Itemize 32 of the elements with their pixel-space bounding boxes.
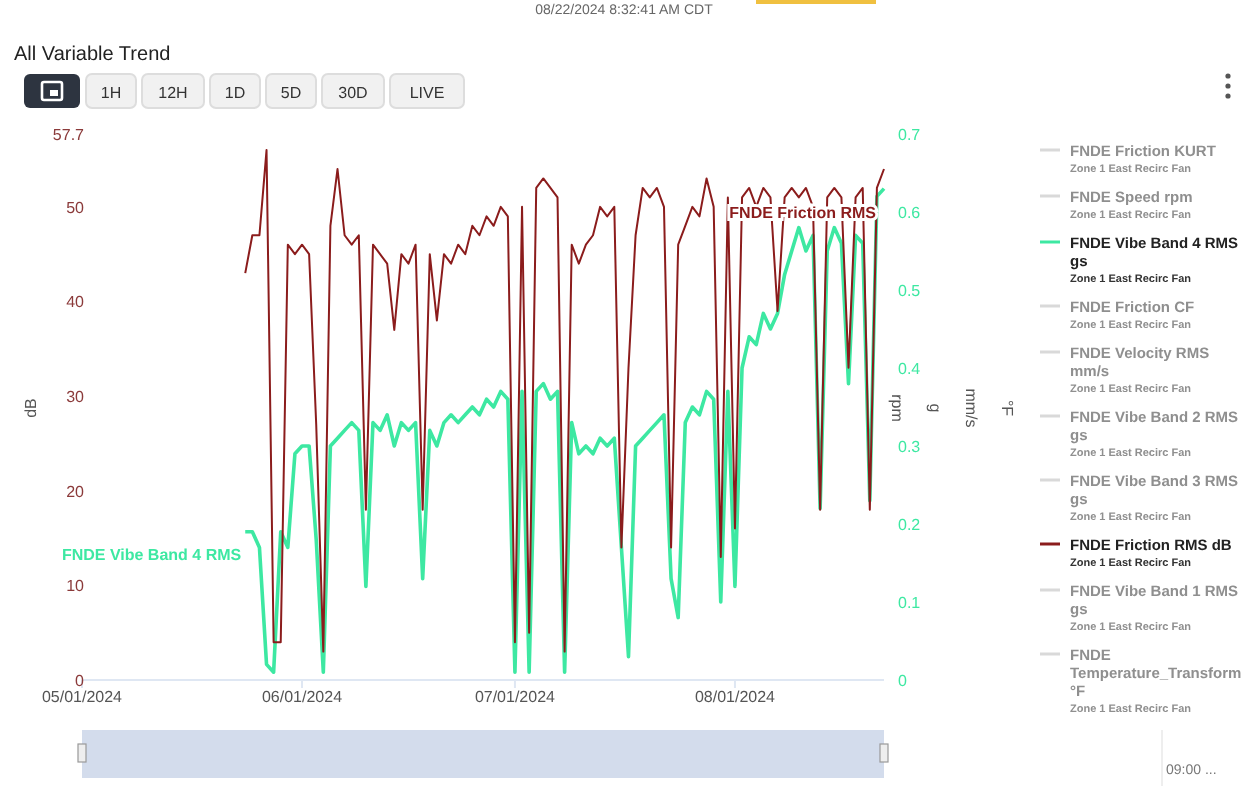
x-tick-label: 08/01/2024 [694, 688, 777, 706]
x-tick-label: 07/01/2024 [474, 688, 557, 706]
y-axis-title: dB [22, 398, 40, 418]
y-tick-label: 0 [75, 672, 86, 690]
time-range-button: 1H [85, 73, 137, 109]
x-tick-label: 06/01/2024 [261, 688, 344, 706]
y2-tick-label: 0.2 [898, 516, 922, 534]
time-range-button: 5D [265, 73, 317, 109]
y-tick-label: 50 [66, 198, 86, 217]
x-tick-label: 05/01/2024 [41, 688, 124, 706]
text: mm/s [962, 388, 980, 428]
y2-tick-label: 0.5 [898, 282, 922, 300]
text: g [926, 403, 944, 413]
y-tick-label: 40 [66, 293, 86, 312]
time-range-button: 12H [141, 73, 205, 109]
text: °F [998, 399, 1016, 417]
time-range-button: 1D [209, 73, 261, 109]
time-range-button: LIVE [389, 73, 465, 109]
y2-tick-label: 0.6 [898, 204, 922, 222]
y2-tick-label: 0 [898, 672, 908, 690]
chart-title: All Variable Trend [14, 44, 171, 66]
y-tick-label: 20 [66, 482, 86, 501]
annotation: FNDE Vibe Band 4 RMS [61, 545, 243, 564]
y-tick-label: 57.7 [52, 126, 86, 144]
y-tick-label: 30 [66, 388, 86, 407]
y2-tick-label: 0.3 [898, 438, 922, 456]
y2-tick-label: 0.4 [898, 360, 922, 378]
y2-axis-title: rpm [888, 394, 906, 423]
y2-tick-label: 0.1 [898, 594, 922, 612]
y2-tick-label: 0.7 [898, 126, 922, 144]
time-range-button: 30D [321, 73, 385, 109]
y-tick-label: 10 [66, 577, 86, 596]
